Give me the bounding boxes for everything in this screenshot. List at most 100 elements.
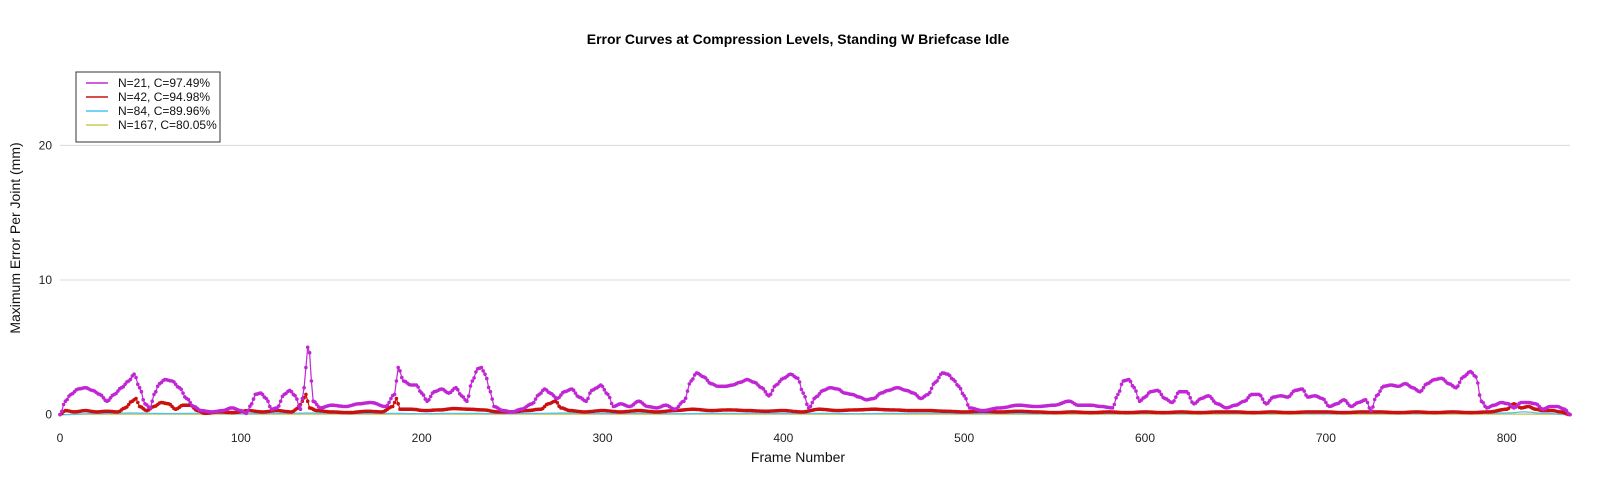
x-tick-label: 0 bbox=[57, 431, 64, 445]
data-point bbox=[768, 392, 773, 397]
data-point bbox=[304, 365, 308, 370]
data-point bbox=[607, 395, 612, 400]
data-point bbox=[278, 399, 283, 404]
data-point bbox=[683, 396, 688, 401]
y-axis-ticks: 0 10 20 bbox=[39, 138, 53, 421]
data-point bbox=[947, 373, 952, 378]
data-point bbox=[1117, 389, 1122, 393]
data-point bbox=[1365, 400, 1370, 405]
data-point bbox=[472, 376, 476, 380]
data-point bbox=[485, 376, 489, 381]
data-point bbox=[488, 389, 493, 394]
data-point bbox=[1159, 392, 1164, 397]
data-point bbox=[1324, 400, 1328, 405]
data-point bbox=[1456, 384, 1460, 388]
data-point bbox=[1116, 392, 1120, 397]
series-0 bbox=[58, 345, 1572, 417]
data-point bbox=[154, 389, 158, 394]
data-point bbox=[427, 398, 431, 402]
data-point bbox=[309, 379, 314, 383]
data-point bbox=[468, 384, 473, 388]
data-point bbox=[298, 407, 303, 412]
data-point bbox=[132, 372, 136, 377]
series-1 bbox=[58, 392, 1572, 417]
x-tick-label: 100 bbox=[231, 431, 251, 445]
data-point bbox=[300, 396, 305, 401]
data-point bbox=[1157, 389, 1162, 394]
data-point bbox=[584, 399, 588, 404]
data-point bbox=[1110, 406, 1115, 410]
data-point bbox=[600, 384, 605, 389]
y-tick-label: 10 bbox=[39, 273, 53, 287]
data-point bbox=[277, 404, 281, 408]
data-point bbox=[392, 400, 397, 405]
data-point bbox=[602, 387, 607, 392]
data-point bbox=[483, 372, 487, 377]
data-point bbox=[266, 399, 270, 404]
data-point bbox=[685, 389, 690, 393]
data-point bbox=[389, 396, 393, 401]
data-point bbox=[428, 394, 433, 399]
legend-label: N=84, C=89.96% bbox=[118, 104, 210, 118]
data-point bbox=[421, 393, 426, 397]
data-point bbox=[1376, 392, 1381, 397]
data-point bbox=[573, 391, 578, 395]
data-point bbox=[60, 409, 64, 414]
data-point bbox=[801, 391, 805, 395]
data-point bbox=[1128, 379, 1133, 384]
data-point bbox=[302, 385, 306, 390]
data-point bbox=[141, 398, 145, 402]
data-point bbox=[134, 375, 138, 380]
data-point bbox=[251, 397, 256, 401]
y-tick-label: 20 bbox=[39, 138, 53, 152]
data-point bbox=[1112, 402, 1117, 407]
data-point bbox=[398, 369, 402, 373]
data-point bbox=[1481, 401, 1485, 405]
data-point bbox=[966, 403, 970, 407]
data-point bbox=[134, 396, 138, 401]
data-point bbox=[799, 387, 804, 392]
data-point bbox=[304, 392, 308, 397]
data-point bbox=[770, 388, 775, 393]
grid-lines bbox=[60, 144, 1570, 416]
data-point bbox=[1378, 389, 1382, 393]
data-point bbox=[1568, 412, 1572, 417]
data-point bbox=[687, 382, 692, 386]
data-point bbox=[1474, 375, 1478, 379]
data-point bbox=[928, 390, 932, 395]
data-point bbox=[289, 389, 294, 394]
data-point bbox=[1186, 391, 1191, 396]
data-point bbox=[293, 394, 297, 398]
legend-label: N=21, C=97.49% bbox=[118, 76, 210, 90]
data-point bbox=[188, 400, 192, 405]
data-point bbox=[1260, 397, 1265, 401]
data-point bbox=[305, 345, 310, 350]
data-point bbox=[555, 401, 560, 405]
data-point bbox=[137, 385, 142, 390]
data-point bbox=[763, 389, 768, 394]
x-axis-label: Frame Number bbox=[751, 449, 845, 465]
data-point bbox=[1421, 385, 1426, 390]
legend-label: N=167, C=80.05% bbox=[118, 118, 217, 132]
x-axis-ticks: 0 100 200 300 400 500 600 700 800 bbox=[57, 431, 1517, 445]
data-point bbox=[400, 375, 404, 380]
data-point bbox=[136, 400, 140, 405]
data-point bbox=[466, 394, 471, 398]
data-point bbox=[181, 391, 185, 395]
data-point bbox=[571, 388, 576, 393]
data-point bbox=[152, 392, 156, 397]
data-point bbox=[937, 375, 941, 380]
chart-title: Error Curves at Compression Levels, Stan… bbox=[587, 31, 1010, 47]
data-point bbox=[810, 400, 815, 405]
data-point bbox=[761, 387, 766, 391]
data-point bbox=[396, 365, 401, 370]
data-point bbox=[953, 379, 957, 384]
data-point bbox=[1371, 405, 1375, 409]
data-point bbox=[385, 403, 390, 408]
x-tick-label: 200 bbox=[412, 431, 432, 445]
data-point bbox=[588, 391, 592, 395]
series-line bbox=[59, 347, 1571, 416]
data-point bbox=[479, 365, 484, 370]
data-point bbox=[691, 377, 695, 381]
data-point bbox=[1136, 396, 1140, 400]
